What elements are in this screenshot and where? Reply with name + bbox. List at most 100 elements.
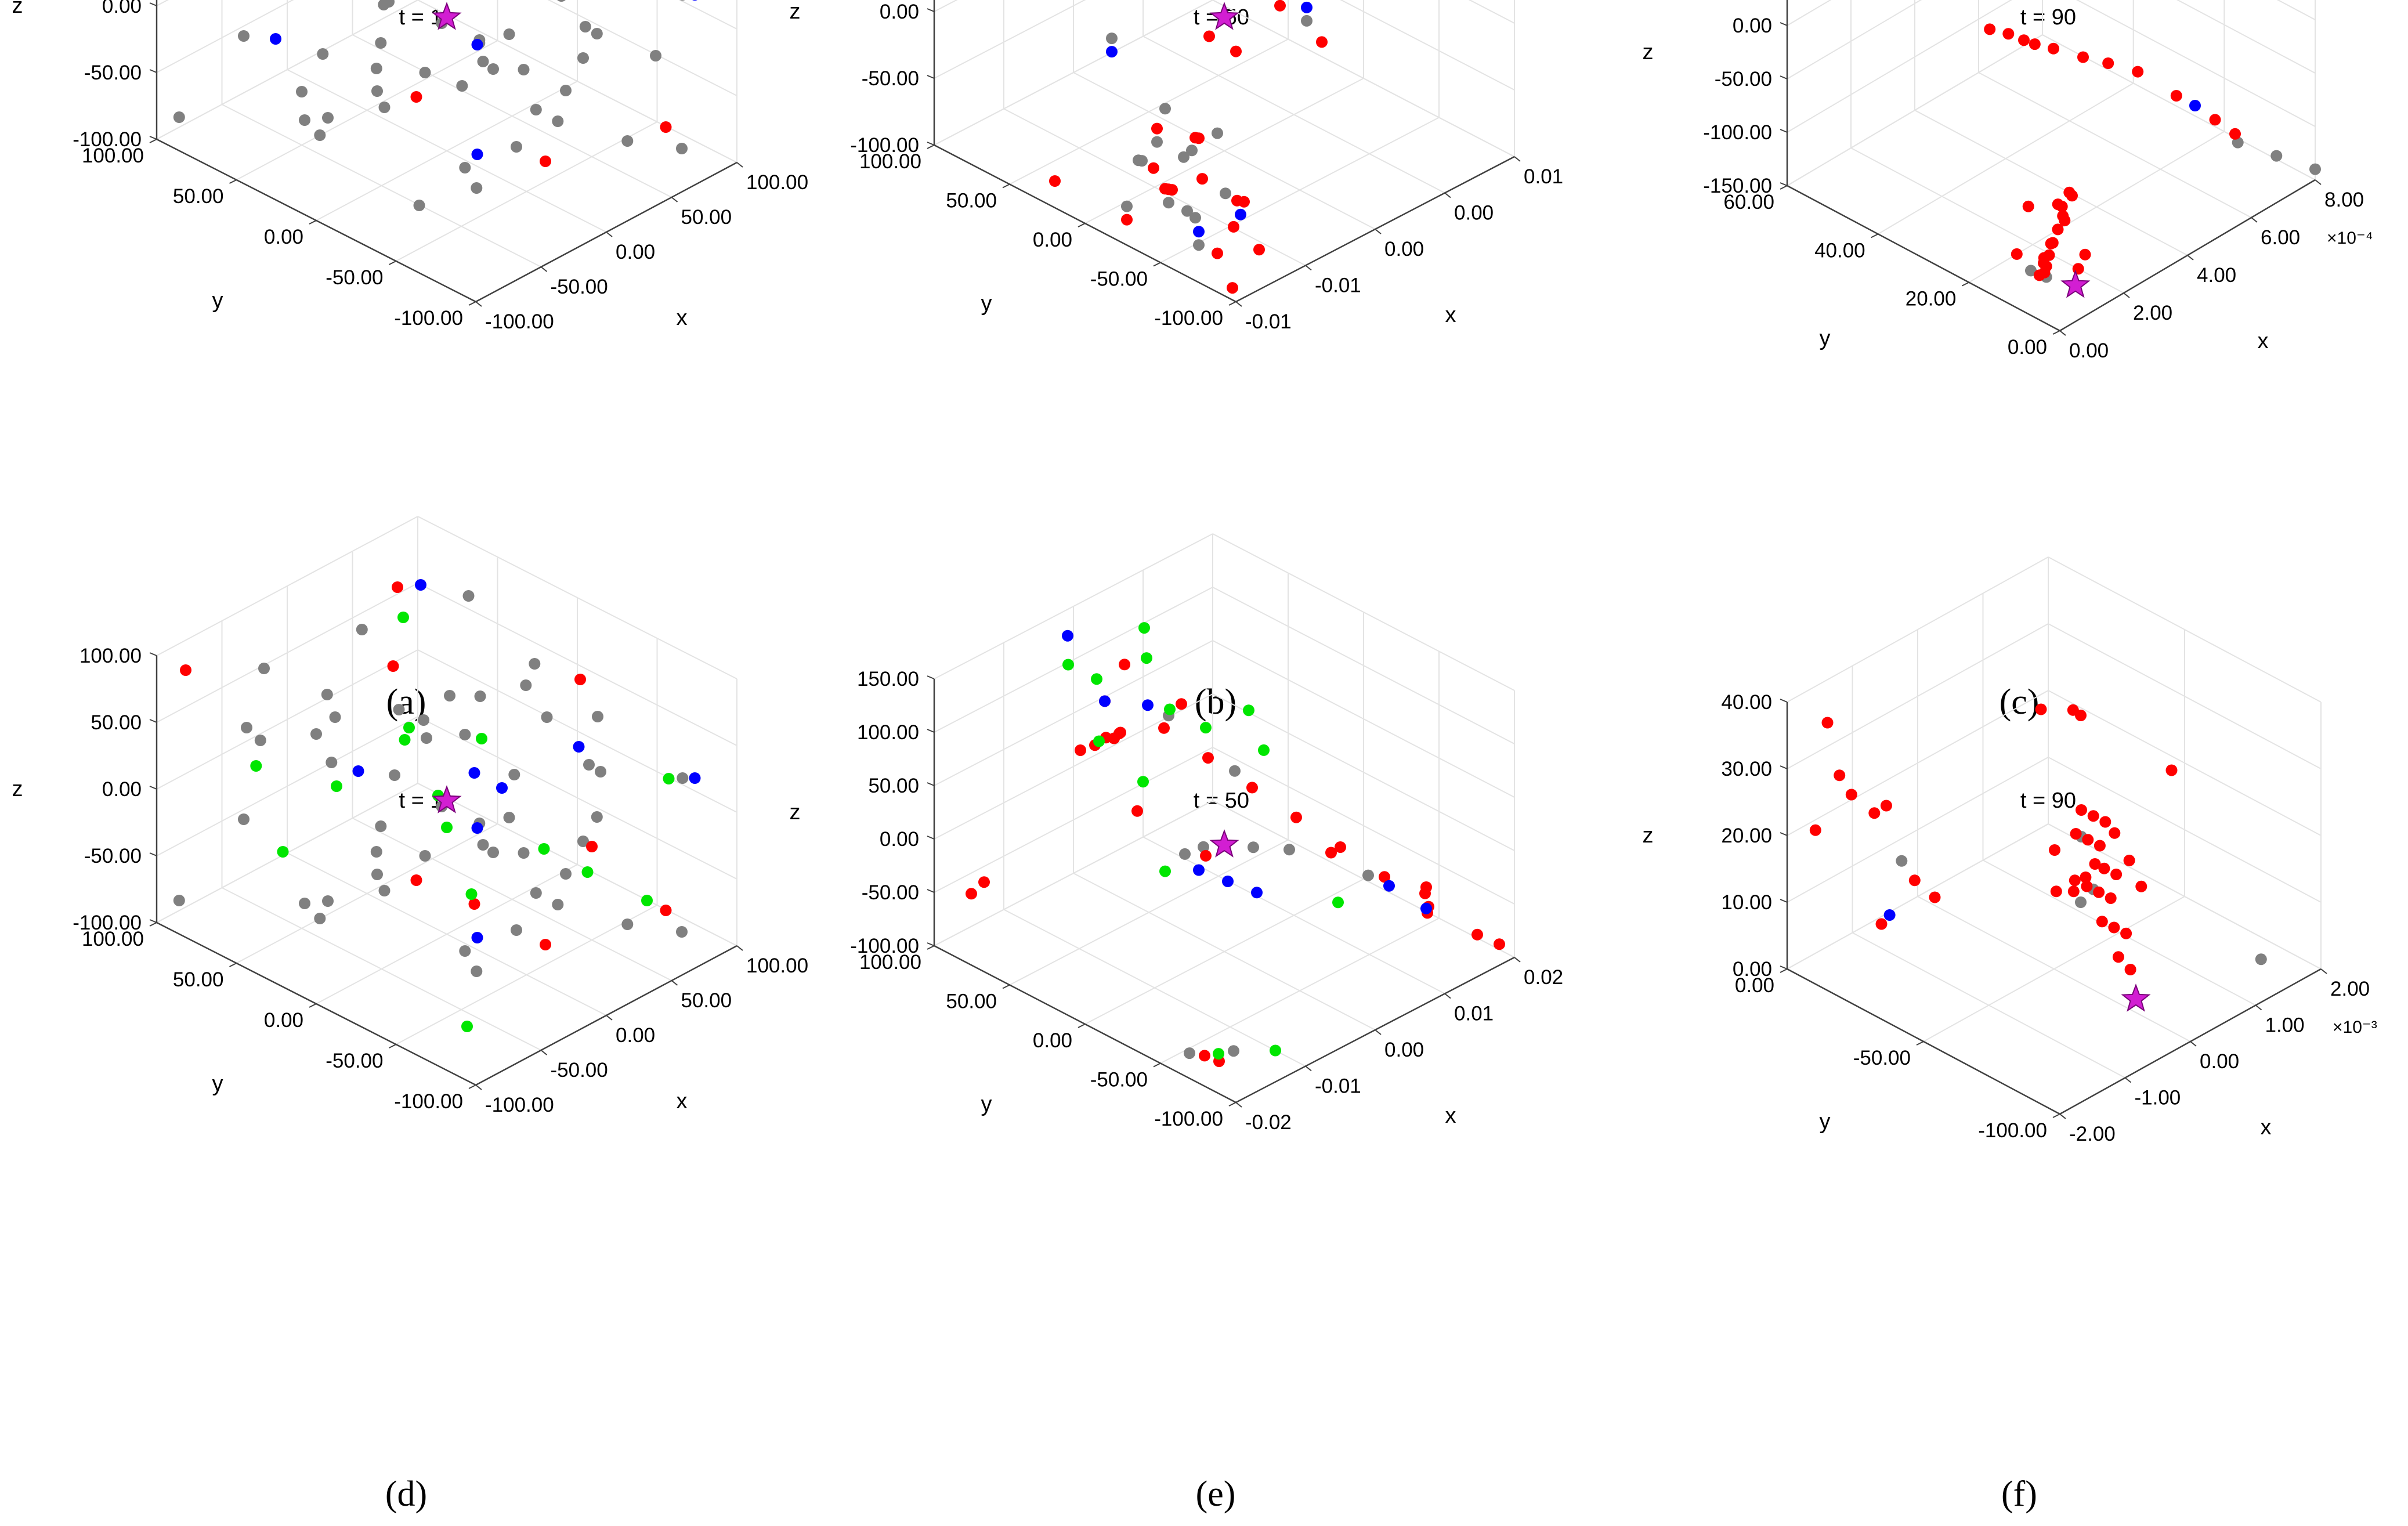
- y-tick: [149, 139, 157, 143]
- red-point: [1875, 918, 1888, 930]
- gray-point: [503, 812, 515, 823]
- grid-line: [1878, 82, 2134, 235]
- x-tick: [475, 1084, 482, 1090]
- z-tick: [1780, 22, 1788, 26]
- x-tick-label: 2.00: [2133, 302, 2172, 324]
- grid-line: [2076, 0, 2316, 127]
- green-point: [1159, 865, 1171, 877]
- y-tick: [309, 1003, 317, 1008]
- red-point: [2063, 186, 2076, 198]
- x-tick-label: 100.00: [746, 954, 808, 977]
- red-point: [2098, 862, 2110, 874]
- gray-point: [314, 129, 326, 141]
- grid-line: [2048, 823, 2322, 970]
- y-axis-label: y: [212, 1072, 223, 1096]
- gray-point: [321, 689, 333, 700]
- x-tick-label: 0.00: [1454, 202, 1494, 225]
- z-tick-label: 150.00: [857, 668, 919, 690]
- z-tick-label: -100.00: [73, 912, 142, 934]
- gray-point: [471, 965, 483, 977]
- panel-caption: (f): [2001, 1474, 2037, 1514]
- red-point: [2077, 51, 2089, 63]
- gray-point: [1896, 855, 1908, 867]
- gray-point: [1198, 841, 1209, 853]
- x-tick: [1444, 993, 1451, 999]
- red-point: [978, 876, 990, 888]
- x-tick: [475, 301, 482, 307]
- green-point: [277, 846, 289, 858]
- grid-line: [1212, 533, 1515, 691]
- grid-line: [316, 81, 578, 221]
- grid-line: [934, 640, 1213, 786]
- gray-point: [310, 728, 322, 740]
- green-point: [476, 733, 487, 744]
- red-point: [1049, 175, 1061, 187]
- y-tick-label: 50.00: [173, 185, 224, 208]
- gray-point: [621, 135, 634, 147]
- y-tick: [1002, 183, 1010, 189]
- red-point: [1113, 728, 1125, 740]
- x-tick: [2251, 217, 2258, 223]
- z-axis-label: z: [1643, 40, 1654, 64]
- y-tick: [389, 1044, 396, 1048]
- green-point: [1138, 622, 1150, 634]
- red-point: [2050, 885, 2062, 898]
- x-tick: [736, 945, 743, 951]
- red-point: [1231, 194, 1243, 207]
- gray-point: [329, 711, 341, 723]
- red-point: [2170, 90, 2182, 102]
- z-tick: [149, 136, 157, 140]
- x-tick: [1235, 301, 1242, 307]
- grid-line: [1340, 0, 1515, 91]
- z-tick: [927, 889, 935, 893]
- red-point: [2011, 248, 2023, 260]
- x-tick: [2187, 255, 2194, 261]
- gray-point: [173, 895, 185, 906]
- red-point: [2070, 828, 2082, 840]
- z-tick-label: -100.00: [850, 935, 919, 957]
- y-tick-label: 40.00: [1814, 239, 1865, 262]
- blue-point: [1193, 226, 1205, 238]
- blue-point: [471, 149, 483, 160]
- gray-point: [326, 757, 338, 768]
- green-point: [1332, 896, 1344, 909]
- z-tick-label: -50.00: [1715, 68, 1772, 91]
- gray-point: [1163, 197, 1174, 209]
- x-tick-label: 0.02: [1524, 966, 1563, 989]
- panel-caption: (d): [385, 1474, 427, 1514]
- z-axis-label: z: [790, 0, 801, 24]
- green-point: [1213, 1048, 1224, 1060]
- red-point: [2081, 880, 2093, 892]
- z-axis-label: z: [790, 800, 801, 825]
- z-tick: [927, 142, 935, 146]
- green-point: [1200, 722, 1212, 734]
- x-tick: [1305, 265, 1312, 271]
- grid-line: [396, 121, 657, 262]
- z-tick: [1780, 129, 1788, 133]
- red-point: [540, 939, 551, 950]
- red-point: [2110, 869, 2123, 880]
- gray-point: [1301, 15, 1313, 27]
- y-tick-label: -100.00: [1978, 1119, 2047, 1142]
- z-tick-label: 10.00: [1721, 891, 1772, 914]
- x-tick: [606, 1015, 613, 1021]
- gray-point: [299, 114, 310, 126]
- blue-point: [468, 767, 480, 779]
- gray-point: [591, 811, 603, 823]
- grid-line: [934, 747, 1213, 893]
- z-axis-label: z: [1643, 823, 1654, 848]
- z-tick: [927, 782, 935, 786]
- red-point: [1809, 824, 1821, 836]
- red-point: [660, 121, 672, 133]
- gray-point: [258, 663, 270, 674]
- target-star-marker: [432, 2, 462, 30]
- gray-point: [459, 162, 471, 173]
- gray-point: [356, 624, 368, 635]
- red-point: [2209, 114, 2221, 126]
- y-tick-label: 50.00: [173, 968, 224, 991]
- y-tick-label: -50.00: [1853, 1047, 1911, 1069]
- z-tick-label: -50.00: [862, 881, 919, 904]
- x-tick: [1235, 1102, 1242, 1108]
- grid-line: [2048, 623, 2322, 769]
- gray-point: [419, 67, 431, 78]
